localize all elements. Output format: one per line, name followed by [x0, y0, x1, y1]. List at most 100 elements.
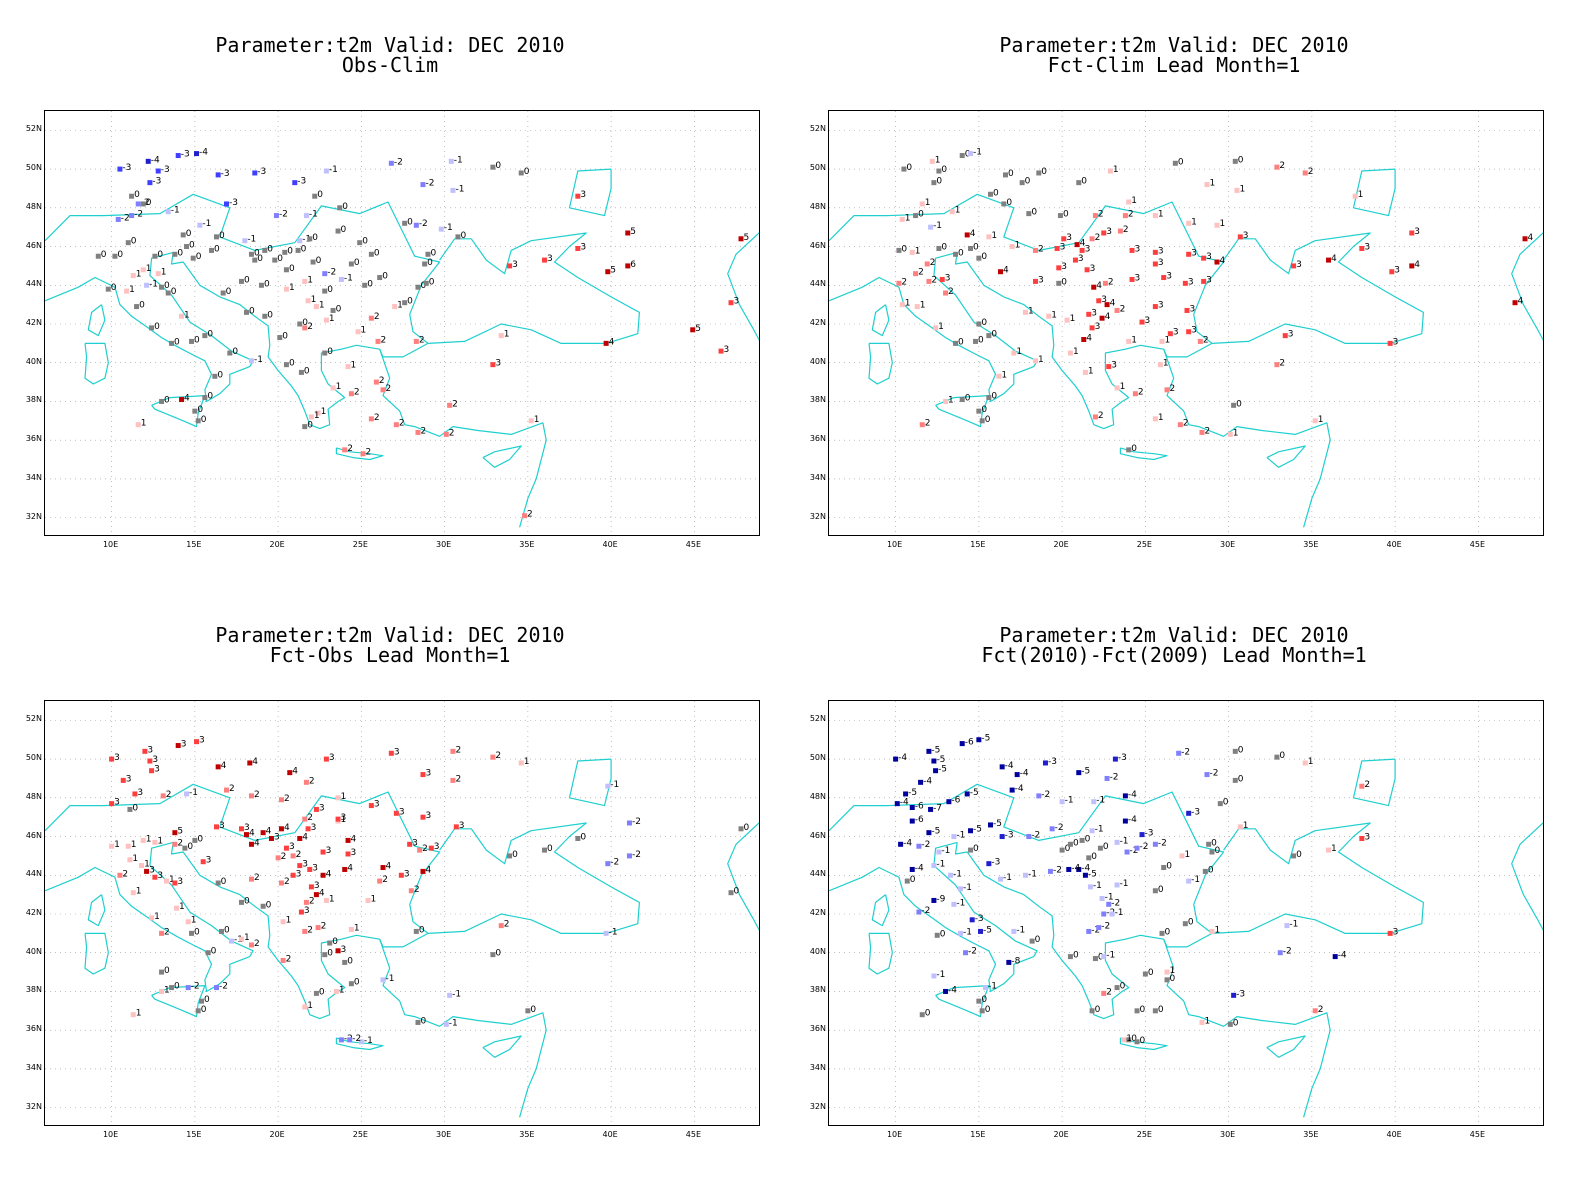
station-marker: [199, 998, 205, 1004]
station-value: 1: [1318, 415, 1324, 425]
station-marker: [298, 909, 304, 915]
station-value: 2: [1108, 277, 1114, 287]
station-marker: [1114, 882, 1120, 888]
station-value: 0: [307, 421, 313, 431]
station-marker: [1003, 172, 1009, 178]
station-value: -1: [933, 221, 942, 231]
coastline-coast-anatolia: [1163, 939, 1331, 1118]
station-marker: [1009, 244, 1015, 250]
station-value: 0: [367, 279, 373, 289]
station-value: 0: [1031, 208, 1037, 218]
station-marker: [223, 787, 229, 793]
station-value: 0: [277, 254, 283, 264]
station-value: 1: [339, 985, 345, 995]
station-marker: [1232, 158, 1238, 164]
station-marker: [260, 903, 266, 909]
station-marker: [1142, 971, 1148, 977]
map-frame: 0 1 0 0 0 -1 0 0 0 0 1 0 1 1 -1 0 0 1 0 0 1 1 2 2 1 3 4 4 3 4 3 4 3 3 3 2 0 2…: [828, 110, 1544, 536]
station-marker: [1204, 772, 1210, 778]
station-value: -2: [279, 210, 288, 220]
station-value: 0: [1233, 1018, 1239, 1028]
station-value: 1: [314, 411, 320, 421]
station-marker: [951, 901, 957, 907]
station-marker: [1134, 1008, 1140, 1014]
station-value: 3: [302, 860, 308, 870]
station-marker: [1274, 754, 1280, 760]
station-value: 3: [1166, 272, 1172, 282]
coastline-cyprus: [1266, 1035, 1306, 1058]
station-marker: [292, 180, 298, 186]
station-marker: [928, 224, 934, 230]
station-value: 2: [1128, 210, 1134, 220]
station-marker: [1036, 170, 1042, 176]
station-marker: [953, 251, 959, 257]
station-marker: [1326, 257, 1332, 263]
station-marker: [357, 240, 363, 246]
lat-tick-label: 34N: [25, 1062, 42, 1072]
station-marker: [388, 750, 394, 756]
station-marker: [192, 837, 198, 843]
station-marker: [447, 402, 453, 408]
station-marker: [109, 843, 115, 849]
lat-tick-label: 46N: [25, 830, 42, 840]
station-marker: [1046, 313, 1052, 319]
station-value: 1: [321, 407, 327, 417]
station-value: 4: [1414, 260, 1420, 270]
panel-title-line2: Fct-Clim Lead Month=1: [1047, 53, 1301, 77]
station-marker: [1182, 280, 1188, 286]
station-value: 0: [131, 237, 137, 247]
station-marker: [134, 304, 140, 310]
station-value: 3: [1364, 242, 1370, 252]
station-value: 1: [905, 213, 911, 223]
station-value: 0: [1041, 167, 1047, 177]
station-marker: [1126, 447, 1132, 453]
station-value: 1: [1170, 966, 1176, 976]
station-value: -3: [1048, 757, 1057, 767]
station-value: 0: [146, 198, 152, 208]
station-marker: [298, 369, 304, 375]
station-value: 0: [154, 322, 160, 332]
station-value: -1: [956, 831, 965, 841]
station-marker: [1359, 245, 1365, 251]
map-panel-fct-clim: Parameter:t2m Valid: DEC 2010 Fct-Clim L…: [794, 30, 1554, 549]
station-marker: [1092, 956, 1098, 962]
lon-tick-label: 25E: [1136, 1130, 1152, 1139]
station-marker: [1209, 849, 1215, 855]
station-value: 0: [244, 275, 250, 285]
station-value: 1: [141, 419, 147, 429]
station-marker: [1152, 304, 1158, 310]
station-value: 1: [144, 860, 150, 870]
station-marker: [130, 890, 136, 896]
station-value: 0: [420, 1016, 426, 1026]
station-value: 2: [918, 268, 924, 278]
station-marker: [149, 768, 155, 774]
station-value: -2: [1101, 922, 1110, 932]
station-marker: [295, 247, 301, 253]
station-marker: [248, 251, 254, 257]
station-marker: [209, 247, 215, 253]
station-value: 2: [1095, 233, 1101, 243]
station-value: 3: [1188, 277, 1194, 287]
station-marker: [1082, 369, 1088, 375]
station-value: -1: [444, 223, 453, 233]
station-value: 0: [427, 258, 433, 268]
lat-tick-label: 38N: [809, 985, 826, 995]
station-marker: [1107, 168, 1113, 174]
station-marker: [490, 164, 496, 170]
station-value: 0: [134, 190, 140, 200]
station-marker: [322, 288, 328, 294]
station-marker: [490, 362, 496, 368]
station-value: 0: [981, 995, 987, 1005]
station-value: 4: [970, 229, 976, 239]
lon-tick-label: 20E: [269, 1130, 285, 1139]
station-marker: [278, 826, 284, 832]
station-marker: [999, 834, 1005, 840]
station-value: 2: [307, 813, 313, 823]
station-marker: [1302, 760, 1308, 766]
station-value: 0: [189, 241, 195, 251]
coastline-cyprus: [1266, 445, 1306, 468]
station-marker: [528, 418, 534, 424]
lon-tick-label: 20E: [1053, 540, 1069, 549]
station-value: 0: [1166, 862, 1172, 872]
